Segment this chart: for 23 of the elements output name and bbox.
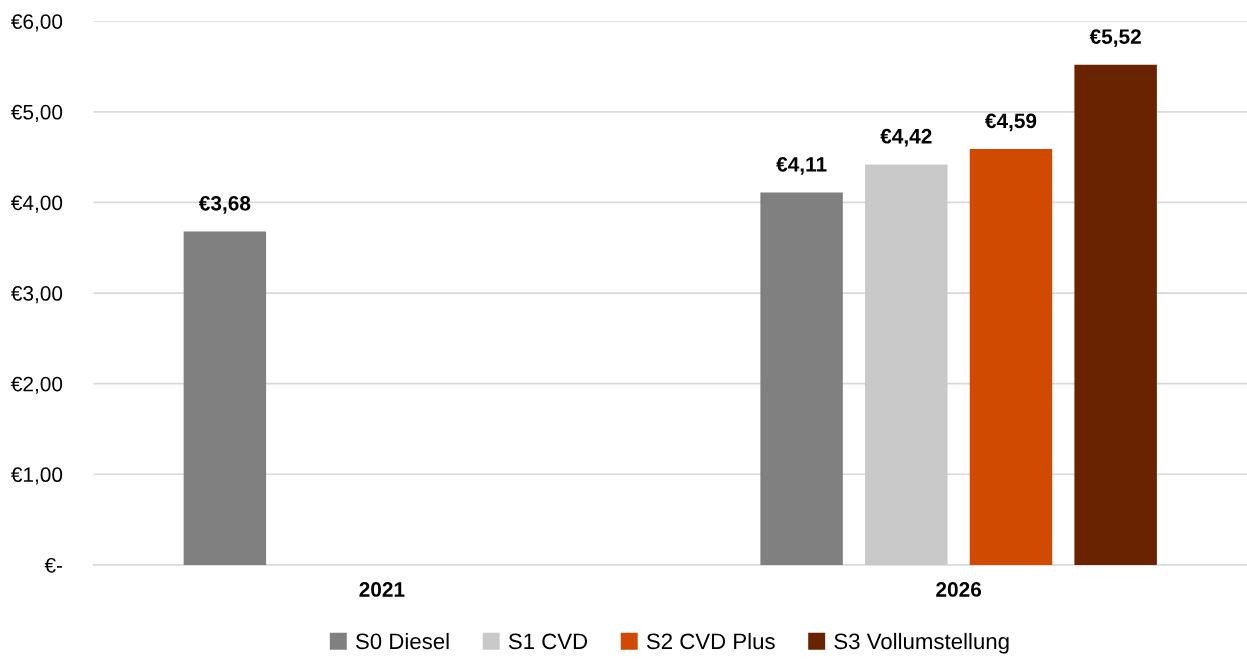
y-tick-label: €4,00 xyxy=(11,195,63,213)
y-tick-label: €- xyxy=(44,557,63,573)
x-tick-label: 2026 xyxy=(936,582,982,597)
data-label: €4,42 xyxy=(880,128,932,147)
x-tick-label: 2021 xyxy=(359,582,405,597)
data-label: €4,59 xyxy=(985,113,1037,132)
bar xyxy=(1074,64,1157,565)
y-tick-label: €1,00 xyxy=(11,467,63,485)
y-tick-label: €2,00 xyxy=(11,376,63,394)
data-label: €3,68 xyxy=(198,195,251,214)
data-label: €4,11 xyxy=(776,156,827,175)
legend-label: S1 CVD xyxy=(508,633,588,650)
y-tick-label: €3,00 xyxy=(11,286,63,304)
bar xyxy=(760,192,843,565)
bar xyxy=(183,231,267,565)
bar xyxy=(865,164,948,565)
bar xyxy=(969,148,1053,565)
y-tick-label: €5,00 xyxy=(11,104,63,123)
y-tick-label: €6,00 xyxy=(11,14,63,32)
data-label: €5,52 xyxy=(1089,29,1141,47)
legend-label: S0 Diesel xyxy=(355,632,449,650)
legend-label: S3 Vollumstellung xyxy=(834,632,1009,654)
legend-label: S2 CVD Plus xyxy=(646,632,775,650)
